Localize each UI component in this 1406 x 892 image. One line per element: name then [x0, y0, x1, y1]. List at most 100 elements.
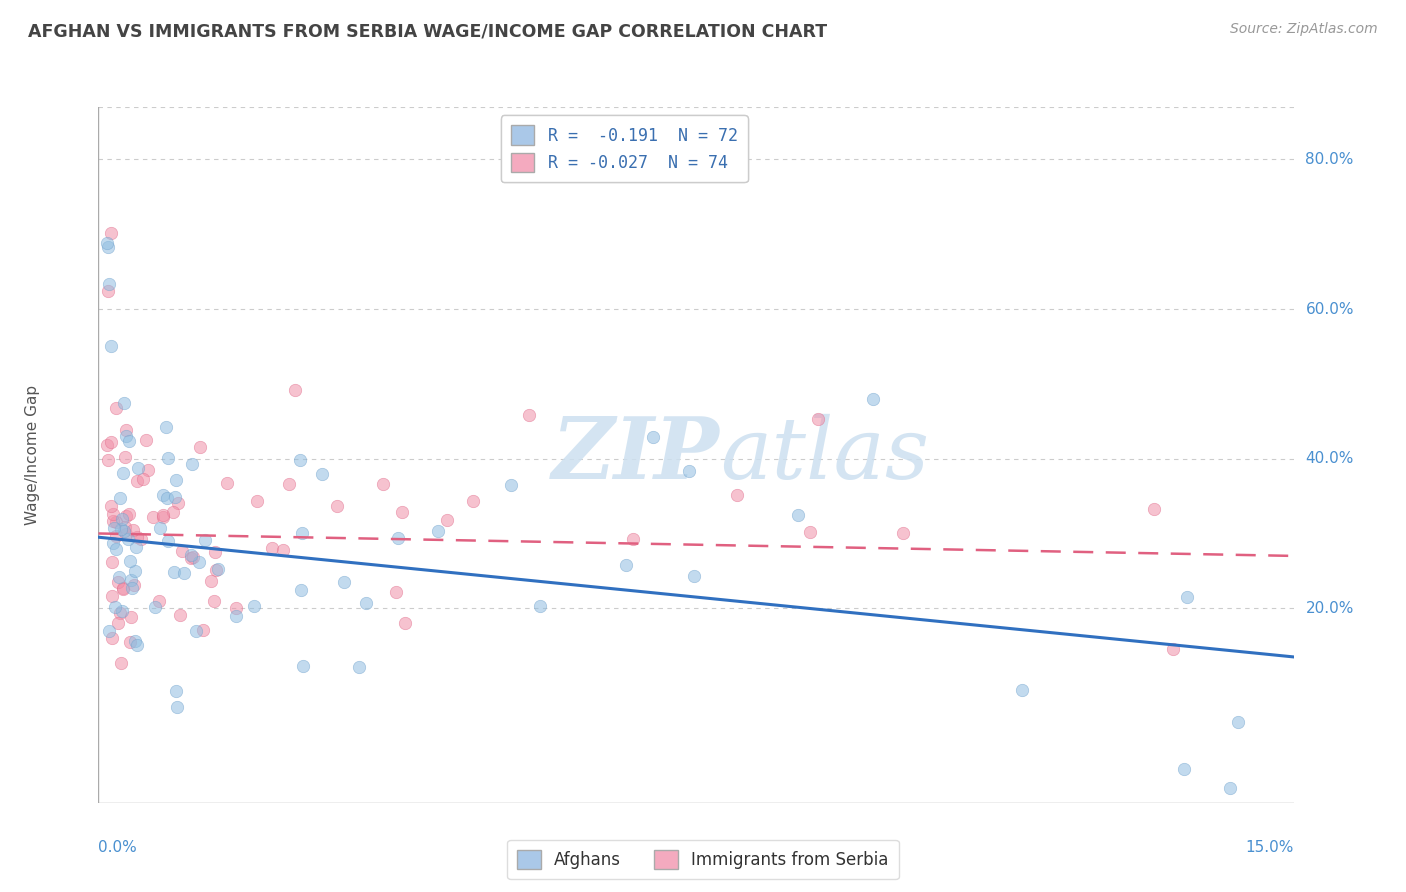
- Point: [156, 450, 179, 465]
- Point: [101, 507, 124, 521]
- Point: [180, 548, 202, 562]
- Text: 80.0%: 80.0%: [1305, 152, 1354, 167]
- Text: 20.0%: 20.0%: [1305, 601, 1354, 615]
- Point: [97, 624, 120, 638]
- Point: [200, 574, 222, 589]
- Point: [112, 466, 135, 480]
- Point: [136, 462, 159, 476]
- Point: [127, 474, 149, 488]
- Text: Wage/Income Gap: Wage/Income Gap: [25, 384, 41, 525]
- Point: [112, 581, 135, 595]
- Point: [132, 472, 155, 486]
- Point: [394, 615, 416, 630]
- Point: [114, 520, 136, 534]
- Point: [614, 558, 637, 572]
- Point: [169, 608, 191, 623]
- Point: [725, 488, 748, 502]
- Point: [194, 533, 217, 547]
- Point: [100, 435, 122, 450]
- Point: [246, 494, 269, 508]
- Point: [115, 526, 138, 541]
- Point: [125, 638, 148, 652]
- Point: [114, 428, 136, 442]
- Point: [122, 523, 145, 537]
- Point: [284, 383, 307, 397]
- Point: [786, 508, 808, 523]
- Point: [129, 533, 152, 547]
- Point: [271, 542, 294, 557]
- Point: [354, 595, 377, 609]
- Point: [104, 515, 127, 529]
- Text: Source: ZipAtlas.com: Source: ZipAtlas.com: [1230, 22, 1378, 37]
- Point: [202, 594, 225, 608]
- Point: [124, 564, 146, 578]
- Point: [152, 508, 174, 522]
- Point: [807, 412, 830, 426]
- Point: [1161, 642, 1184, 657]
- Point: [215, 476, 238, 491]
- Point: [124, 634, 146, 648]
- Point: [385, 584, 408, 599]
- Point: [165, 473, 187, 487]
- Point: [173, 566, 195, 580]
- Point: [678, 463, 700, 477]
- Point: [152, 488, 174, 502]
- Text: AFGHAN VS IMMIGRANTS FROM SERBIA WAGE/INCOME GAP CORRELATION CHART: AFGHAN VS IMMIGRANTS FROM SERBIA WAGE/IN…: [28, 22, 827, 40]
- Point: [125, 541, 148, 555]
- Point: [207, 562, 229, 576]
- Point: [163, 490, 186, 504]
- Point: [100, 339, 122, 353]
- Point: [529, 599, 551, 613]
- Point: [170, 544, 193, 558]
- Point: [1175, 591, 1198, 605]
- Text: 0.0%: 0.0%: [98, 840, 138, 855]
- Point: [96, 236, 118, 251]
- Point: [181, 549, 204, 564]
- Point: [143, 599, 166, 614]
- Point: [155, 420, 177, 434]
- Point: [101, 631, 124, 645]
- Point: [391, 505, 413, 519]
- Point: [156, 534, 179, 549]
- Point: [291, 659, 314, 673]
- Point: [125, 529, 148, 543]
- Point: [97, 240, 120, 254]
- Point: [111, 582, 134, 597]
- Legend: Afghans, Immigrants from Serbia: Afghans, Immigrants from Serbia: [508, 840, 898, 880]
- Point: [683, 568, 706, 582]
- Point: [118, 434, 141, 448]
- Point: [291, 526, 314, 541]
- Point: [371, 477, 394, 491]
- Text: 60.0%: 60.0%: [1305, 301, 1354, 317]
- Point: [188, 441, 211, 455]
- Point: [427, 524, 450, 538]
- Point: [643, 430, 665, 444]
- Point: [180, 551, 202, 566]
- Point: [387, 531, 409, 545]
- Point: [1011, 683, 1033, 698]
- Point: [105, 528, 128, 542]
- Point: [225, 600, 247, 615]
- Point: [122, 578, 145, 592]
- Point: [97, 284, 120, 298]
- Point: [118, 507, 141, 521]
- Point: [204, 563, 226, 577]
- Point: [499, 478, 522, 492]
- Point: [103, 521, 125, 535]
- Point: [142, 510, 165, 524]
- Point: [111, 511, 134, 525]
- Point: [103, 536, 125, 550]
- Point: [184, 624, 207, 638]
- Point: [110, 656, 132, 670]
- Point: [204, 545, 226, 559]
- Point: [163, 565, 186, 579]
- Point: [243, 599, 266, 613]
- Point: [114, 450, 136, 464]
- Point: [180, 457, 202, 471]
- Point: [326, 499, 349, 513]
- Point: [96, 438, 118, 452]
- Point: [436, 513, 458, 527]
- Point: [799, 524, 821, 539]
- Point: [225, 609, 247, 624]
- Point: [188, 555, 211, 569]
